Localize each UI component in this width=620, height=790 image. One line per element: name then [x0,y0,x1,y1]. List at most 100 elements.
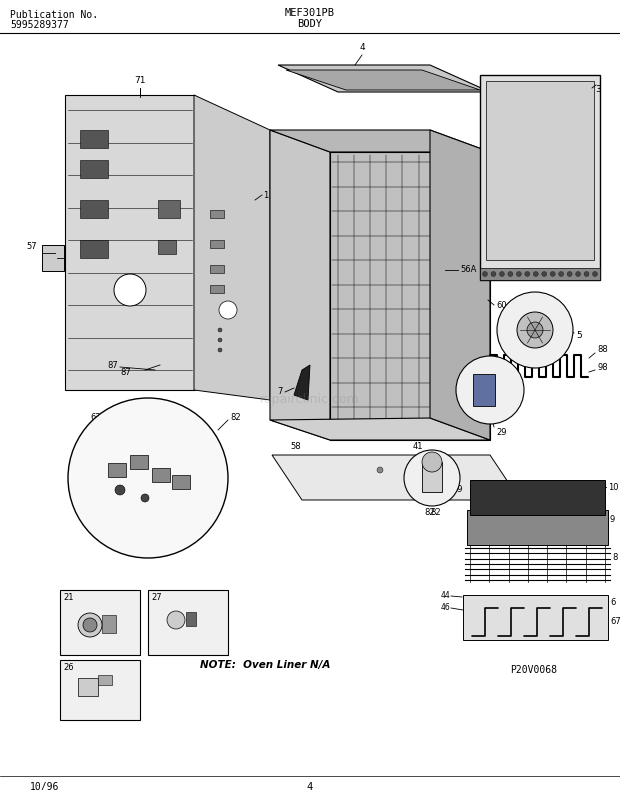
Circle shape [584,272,589,276]
Bar [422,462,442,492]
Polygon shape [270,130,330,440]
Bar [80,130,108,148]
Polygon shape [480,75,600,280]
Circle shape [567,272,572,276]
Bar [210,285,224,293]
Polygon shape [286,70,480,90]
Text: 4: 4 [307,782,313,790]
Circle shape [533,272,538,276]
Text: 46: 46 [440,604,450,612]
Circle shape [575,272,580,276]
Text: 4: 4 [359,43,365,52]
Text: 58: 58 [291,442,301,451]
Text: 88: 88 [597,345,608,355]
Circle shape [404,450,460,506]
Bar [108,463,126,477]
Bar [98,675,112,685]
Text: 44: 44 [440,592,450,600]
Text: 59: 59 [452,486,463,495]
Text: 6: 6 [610,598,616,607]
Text: 67: 67 [610,618,620,626]
Text: 3: 3 [595,85,601,94]
Bar [172,475,190,489]
Polygon shape [194,95,270,400]
Text: BODY: BODY [298,19,322,29]
Circle shape [422,452,442,472]
Text: 82: 82 [425,508,435,517]
Text: 29: 29 [496,428,507,437]
Circle shape [218,338,222,342]
Circle shape [218,348,222,352]
Text: 10: 10 [608,483,619,492]
Bar [210,265,224,273]
Polygon shape [278,65,490,92]
Text: 71: 71 [135,76,146,85]
Text: 27: 27 [151,593,162,602]
Text: 7: 7 [278,388,283,397]
Circle shape [68,398,228,558]
Polygon shape [480,268,600,280]
Text: 5: 5 [576,330,582,340]
Bar [80,200,108,218]
Polygon shape [467,510,608,545]
Text: 62: 62 [92,431,103,439]
Bar [60,590,140,655]
Circle shape [550,272,555,276]
Text: 5995289377: 5995289377 [10,20,69,30]
Circle shape [167,611,185,629]
Circle shape [508,272,513,276]
Text: 8: 8 [612,554,618,562]
Circle shape [542,272,547,276]
Circle shape [78,613,102,637]
Polygon shape [330,152,490,440]
Bar [158,240,176,254]
Polygon shape [272,455,520,500]
Text: P20V0068: P20V0068 [510,665,557,675]
Text: 41: 41 [413,442,423,451]
Bar [210,210,224,218]
Circle shape [517,312,553,348]
Bar [148,590,228,655]
Text: 60: 60 [496,300,507,310]
Text: 98: 98 [597,363,608,371]
Polygon shape [470,480,605,515]
Bar [473,374,495,406]
Bar [60,660,140,720]
Bar [42,245,64,271]
Bar [186,612,196,626]
Circle shape [525,272,530,276]
Circle shape [482,272,487,276]
Circle shape [527,322,543,338]
Text: 10/96: 10/96 [30,782,60,790]
Text: 87: 87 [107,360,118,370]
Text: 82: 82 [430,508,441,517]
Circle shape [491,272,496,276]
Text: 21: 21 [63,593,74,602]
Circle shape [377,467,383,473]
Text: MEF301PB: MEF301PB [285,8,335,18]
Circle shape [559,272,564,276]
Text: 63: 63 [125,543,135,552]
Circle shape [218,328,222,332]
Circle shape [593,272,598,276]
Text: 57: 57 [27,242,37,251]
Bar [80,160,108,178]
Text: 87: 87 [120,368,131,377]
Circle shape [219,301,237,319]
Text: 1: 1 [263,190,268,200]
Polygon shape [270,130,490,152]
Polygon shape [486,81,594,260]
Text: 56A: 56A [460,265,476,274]
Circle shape [83,618,97,632]
Circle shape [114,274,146,306]
Polygon shape [294,365,310,400]
Bar [78,678,98,696]
Polygon shape [270,418,490,440]
Circle shape [456,356,524,424]
Circle shape [115,485,125,495]
Text: repairclinic.com: repairclinic.com [260,393,360,407]
Bar [130,455,148,469]
Text: 82: 82 [230,413,241,423]
Bar [80,240,108,258]
Polygon shape [463,595,608,640]
